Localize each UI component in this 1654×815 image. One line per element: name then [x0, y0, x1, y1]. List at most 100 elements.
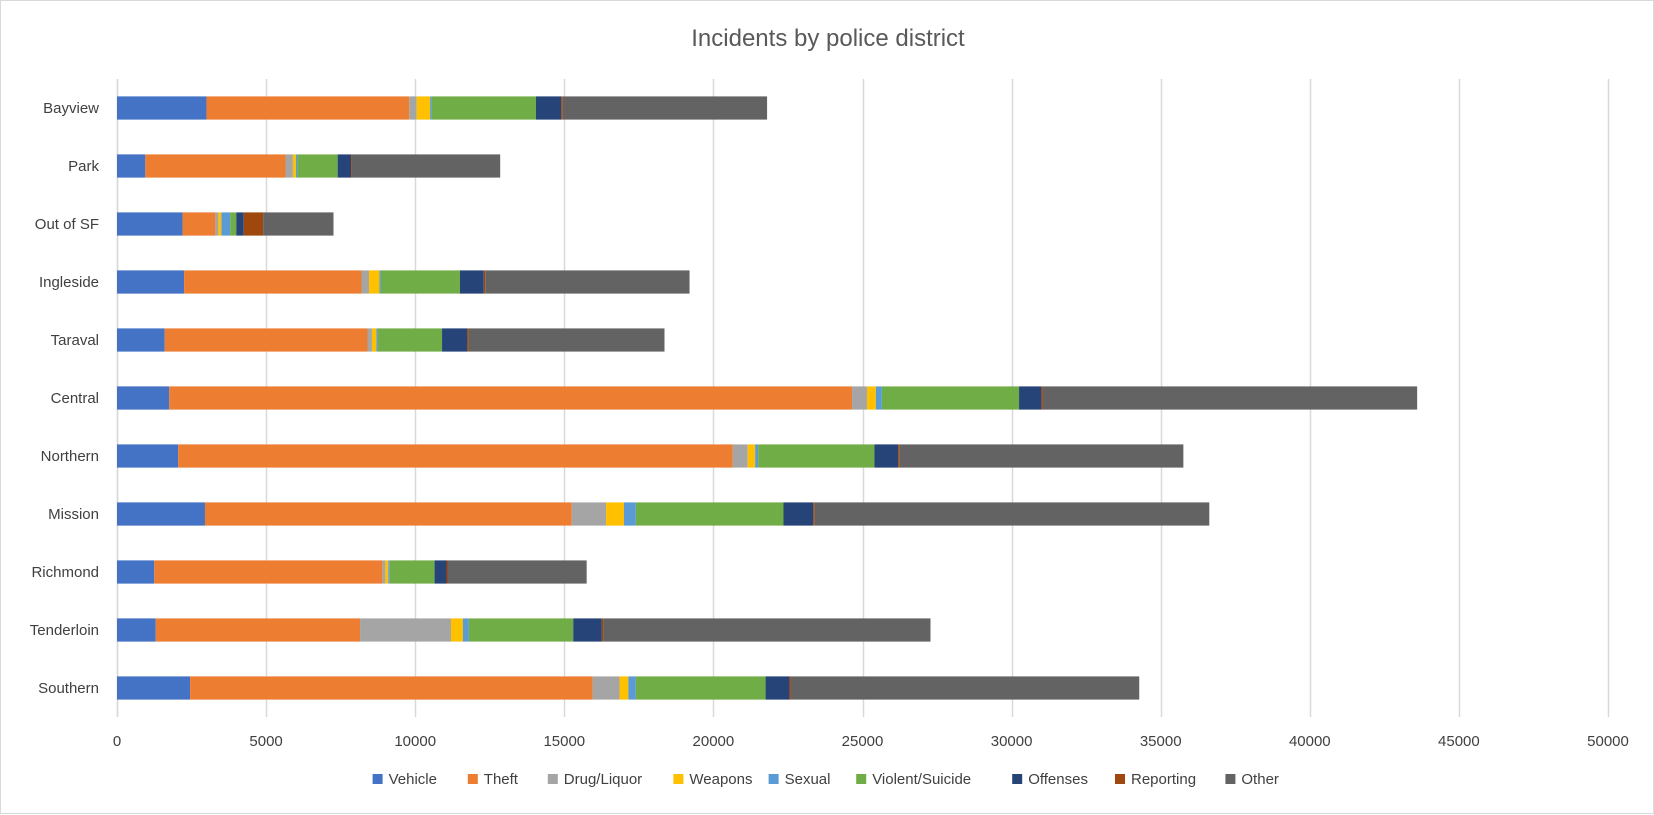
bar-bayview-other [562, 96, 768, 120]
bar-ingleside-reporting [483, 270, 486, 294]
legend-label-offenses: Offenses [1028, 771, 1088, 788]
bar-richmond-drug-liquor [382, 560, 386, 584]
bar-mission-reporting [813, 502, 815, 526]
bar-northern-reporting [898, 444, 900, 468]
bar-taraval-theft [164, 328, 368, 352]
category-label-richmond: Richmond [31, 564, 99, 581]
bar-southern-drug-liquor [592, 676, 620, 700]
bar-northern-offenses [874, 444, 899, 468]
x-tick-label-45000: 45000 [1438, 733, 1480, 750]
bar-park-other [351, 154, 501, 178]
bar-bayview-weapons [416, 96, 431, 120]
bar-bayview-drug-liquor [409, 96, 417, 120]
bar-tenderloin-theft [155, 618, 361, 642]
x-tick-label-15000: 15000 [543, 733, 585, 750]
legend-swatch-weapons [673, 774, 684, 784]
bar-taraval-sexual [376, 328, 378, 352]
bar-richmond-weapons [385, 560, 389, 584]
bar-bayview-offenses [535, 96, 562, 120]
bar-northern-drug-liquor [732, 444, 748, 468]
bar-ingleside-vehicle [117, 270, 185, 294]
bar-park-sexual [295, 154, 298, 178]
bar-mission-sexual [623, 502, 636, 526]
bar-park-vehicle [117, 154, 146, 178]
legend-label-drug-liquor: Drug/Liquor [564, 771, 642, 788]
bar-mission-offenses [783, 502, 814, 526]
bar-mission-weapons [606, 502, 624, 526]
bar-richmond-vehicle [117, 560, 155, 584]
bar-out-of-sf-theft [182, 212, 216, 236]
bar-out-of-sf-other [263, 212, 334, 236]
legend-swatch-theft [467, 774, 478, 784]
bar-taraval-vehicle [117, 328, 165, 352]
bar-central-vehicle [117, 386, 170, 410]
bar-central-theft [169, 386, 853, 410]
bar-ingleside-weapons [368, 270, 380, 294]
bar-ingleside-other [485, 270, 690, 294]
category-label-central: Central [51, 390, 99, 407]
legend-swatch-reporting [1115, 774, 1125, 784]
bar-tenderloin-offenses [573, 618, 602, 642]
legend-label-sexual: Sexual [785, 771, 831, 788]
bar-mission-drug-liquor [571, 502, 607, 526]
legend-label-violent-suicide: Violent/Suicide [872, 771, 971, 788]
x-tick-label-25000: 25000 [842, 733, 884, 750]
bar-out-of-sf-weapons [218, 212, 222, 236]
bar-park-weapons [292, 154, 296, 178]
bar-ingleside-drug-liquor [361, 270, 369, 294]
bar-northern-theft [178, 444, 733, 468]
legend-swatch-sexual [768, 774, 779, 784]
category-label-southern: Southern [38, 680, 99, 697]
legend-swatch-drug-liquor [547, 774, 558, 784]
bar-southern-violent-suicide [635, 676, 766, 700]
bar-out-of-sf-vehicle [117, 212, 183, 236]
bar-taraval-reporting [467, 328, 469, 352]
bar-tenderloin-vehicle [117, 618, 156, 642]
bar-tenderloin-weapons [450, 618, 463, 642]
category-label-park: Park [68, 158, 99, 175]
bar-tenderloin-other [603, 618, 931, 642]
bar-park-offenses [337, 154, 352, 178]
bar-out-of-sf-reporting [243, 212, 264, 236]
bar-northern-sexual [755, 444, 759, 468]
bar-northern-vehicle [117, 444, 179, 468]
legend-swatch-other [1225, 774, 1236, 784]
bar-bayview-sexual [430, 96, 432, 120]
bar-richmond-theft [154, 560, 383, 584]
bar-taraval-violent-suicide [377, 328, 443, 352]
bar-bayview-theft [206, 96, 410, 120]
bar-bayview-violent-suicide [431, 96, 536, 120]
x-tick-label-5000: 5000 [249, 733, 282, 750]
bar-northern-other [899, 444, 1184, 468]
bar-richmond-violent-suicide [389, 560, 435, 584]
bar-northern-weapons [747, 444, 756, 468]
category-label-mission: Mission [48, 506, 99, 523]
legend-label-reporting: Reporting [1131, 771, 1196, 788]
x-tick-label-40000: 40000 [1289, 733, 1331, 750]
category-label-tenderloin: Tenderloin [30, 622, 99, 639]
category-label-ingleside: Ingleside [39, 274, 99, 291]
bar-southern-other [790, 676, 1140, 700]
x-tick-label-10000: 10000 [394, 733, 436, 750]
x-tick-label-0: 0 [113, 733, 121, 750]
bar-park-reporting [351, 154, 352, 178]
bar-tenderloin-violent-suicide [468, 618, 574, 642]
legend-label-weapons: Weapons [689, 771, 752, 788]
bar-southern-reporting [789, 676, 791, 700]
bar-central-weapons [866, 386, 876, 410]
bar-taraval-other [468, 328, 665, 352]
bar-taraval-offenses [442, 328, 468, 352]
bar-tenderloin-sexual [462, 618, 469, 642]
bar-tenderloin-reporting [601, 618, 604, 642]
bar-mission-other [814, 502, 1210, 526]
bar-out-of-sf-sexual [221, 212, 231, 236]
legend-label-vehicle: Vehicle [389, 771, 437, 788]
bar-mission-vehicle [117, 502, 205, 526]
bar-northern-violent-suicide [758, 444, 875, 468]
x-tick-label-35000: 35000 [1140, 733, 1182, 750]
bar-park-violent-suicide [297, 154, 338, 178]
chart-title: Incidents by police district [691, 25, 965, 52]
bar-central-other [1042, 386, 1418, 410]
